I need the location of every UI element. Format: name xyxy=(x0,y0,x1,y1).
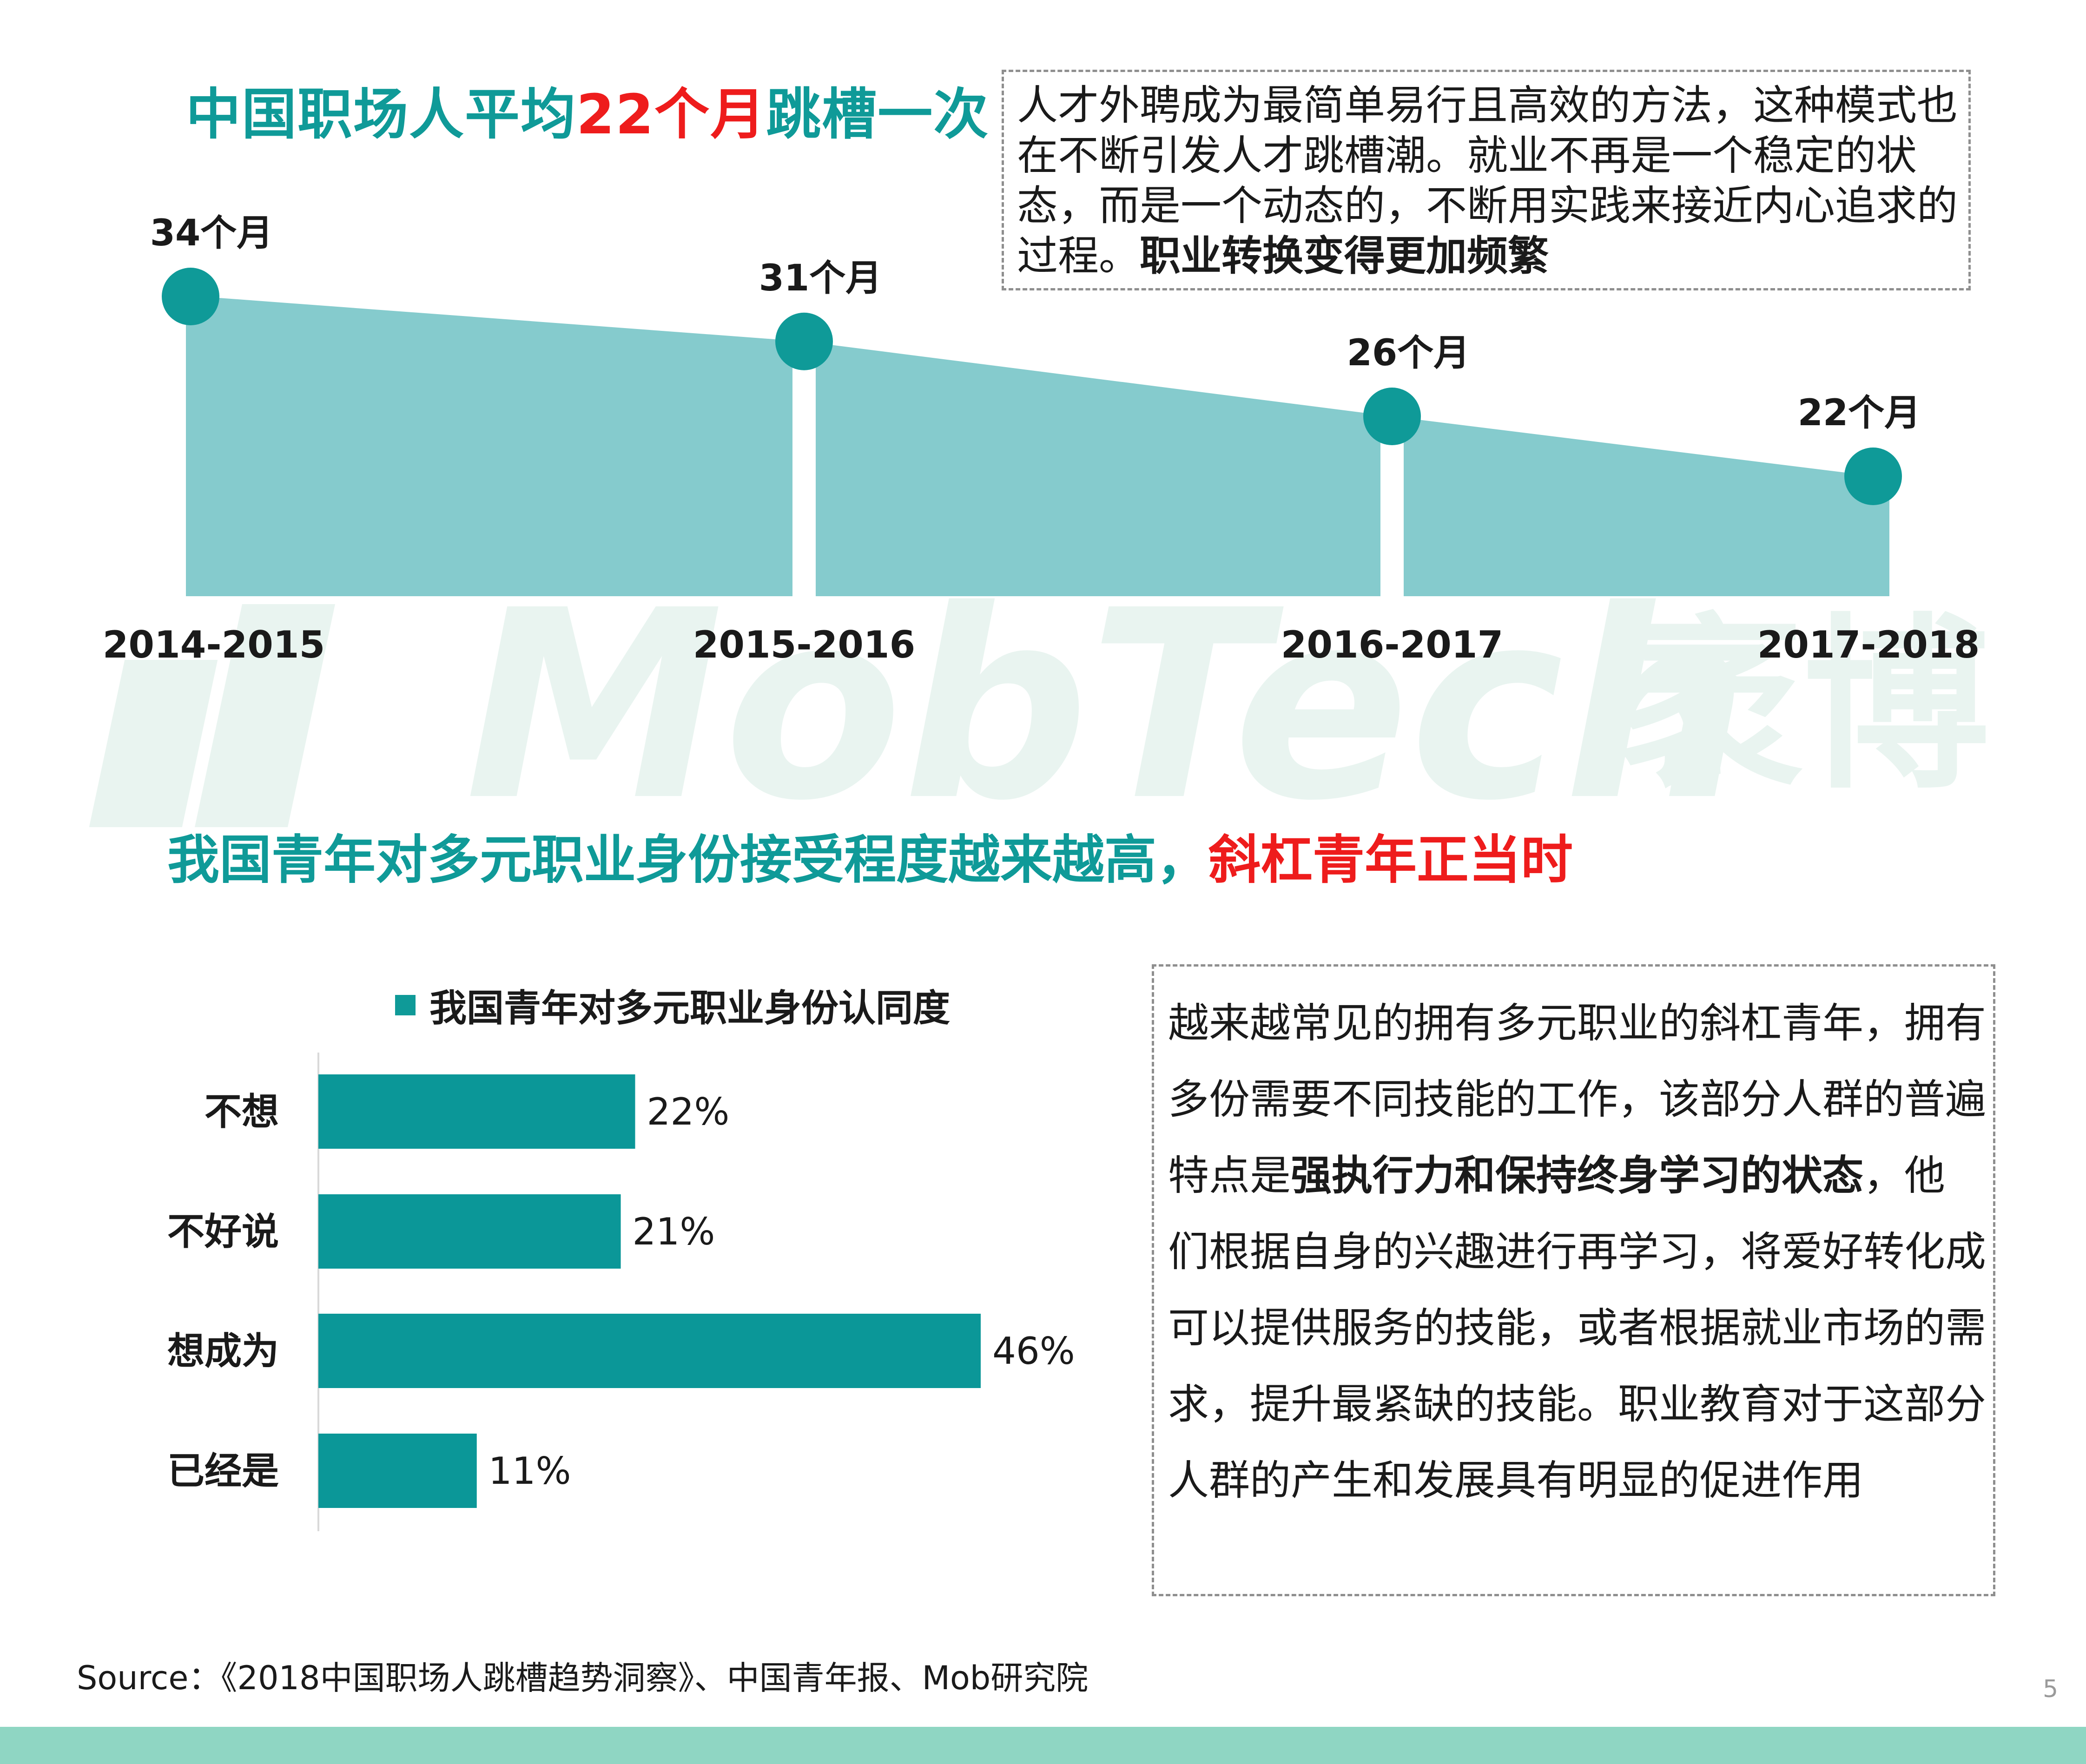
source-note: Source：《2018中国职场人跳槽趋势洞察》、中国青年报、Mob研究院 xyxy=(77,1659,1089,1697)
area-chart: 34个月 2014-2015 31个月 2015-2016 26个月 2016-2017 2… xyxy=(103,212,1980,666)
y-tick-label: 不好说 xyxy=(167,1210,279,1253)
bottom-note-body-2: ，他们根据自身的兴趣进行再学习，将爱好转化成可以提供服务的技能，或者根据就业市场… xyxy=(1168,1152,1987,1504)
page-title-top: 中国职场人平均22个月跳槽一次 xyxy=(186,70,989,149)
bar xyxy=(318,1194,621,1269)
x-tick-label: 2014-2015 xyxy=(103,623,325,666)
data-point xyxy=(1844,448,1902,505)
data-label: 22个月 xyxy=(1798,392,1921,434)
bottom-note-emphasis: 强执行力和保持终身学习的状态 xyxy=(1291,1152,1864,1199)
top-note-box: 人才外聘成为最简单易行且高效的方法，这种模式也在不断引发人才跳槽潮。就业不再是一… xyxy=(1002,70,1971,290)
bottom-note-body-1: 越来越常见的拥有多元职业的斜杠青年，拥有多份需要不同技能的工作，该部分人群的普遍… xyxy=(1168,999,1987,1199)
data-point xyxy=(162,268,219,325)
area-fill xyxy=(186,295,1889,596)
top-note-emphasis: 职业转换变得更加频繁 xyxy=(1140,232,1549,280)
bar-value-label: 11% xyxy=(488,1449,571,1493)
bar-chart-legend: 我国青年对多元职业身份认同度 xyxy=(395,978,950,1032)
bar-value-label: 21% xyxy=(633,1210,715,1253)
data-point xyxy=(1363,388,1421,445)
bottom-note-text: 越来越常见的拥有多元职业的斜杠青年，拥有多份需要不同技能的工作，该部分人群的普遍… xyxy=(1168,985,1986,1519)
area-separator xyxy=(1380,416,1404,597)
x-tick-label: 2015-2016 xyxy=(693,623,916,666)
title-top-part3: 跳槽一次 xyxy=(766,82,990,146)
bar-value-label: 22% xyxy=(647,1090,730,1133)
title-top-highlight: 22个月 xyxy=(576,82,766,146)
legend-swatch xyxy=(395,995,416,1015)
y-tick-label: 想成为 xyxy=(167,1330,279,1373)
watermark-text-cn: 袤博 xyxy=(1617,598,1989,814)
top-note-body: 人才外聘成为最简单易行且高效的方法，这种模式也在不断引发人才跳槽潮。就业不再是一… xyxy=(1017,81,1958,280)
top-note-text: 人才外聘成为最简单易行且高效的方法，这种模式也在不断引发人才跳槽潮。就业不再是一… xyxy=(1017,80,1961,281)
bottom-note-box: 越来越常见的拥有多元职业的斜杠青年，拥有多份需要不同技能的工作，该部分人群的普遍… xyxy=(1152,964,1995,1596)
page-number: 5 xyxy=(2043,1675,2059,1703)
page-title-mid: 我国青年对多元职业身份接受程度越来越高，斜杠青年正当时 xyxy=(167,818,1573,893)
bar xyxy=(318,1074,635,1149)
data-label: 34个月 xyxy=(150,212,273,254)
y-tick-label: 已经是 xyxy=(167,1449,279,1493)
x-tick-label: 2016-2017 xyxy=(1281,623,1504,666)
area-separator xyxy=(792,341,816,597)
watermark-text: MobTech xyxy=(465,555,1749,858)
data-point xyxy=(775,312,833,370)
title-mid-highlight: 斜杠青年正当时 xyxy=(1208,830,1573,890)
data-label: 31个月 xyxy=(759,257,882,299)
data-label: 26个月 xyxy=(1347,332,1470,374)
title-mid-part1: 我国青年对多元职业身份接受程度越来越高， xyxy=(167,830,1208,890)
bottom-decorative-bar xyxy=(0,1727,2086,1764)
y-tick-label: 不想 xyxy=(205,1090,279,1133)
title-top-part1: 中国职场人平均 xyxy=(186,82,577,146)
bar-value-label: 46% xyxy=(992,1330,1075,1373)
bar xyxy=(318,1434,477,1508)
x-tick-label: 2017-2018 xyxy=(1757,623,1980,666)
legend-label: 我国青年对多元职业身份认同度 xyxy=(429,987,950,1030)
bar xyxy=(318,1314,981,1388)
